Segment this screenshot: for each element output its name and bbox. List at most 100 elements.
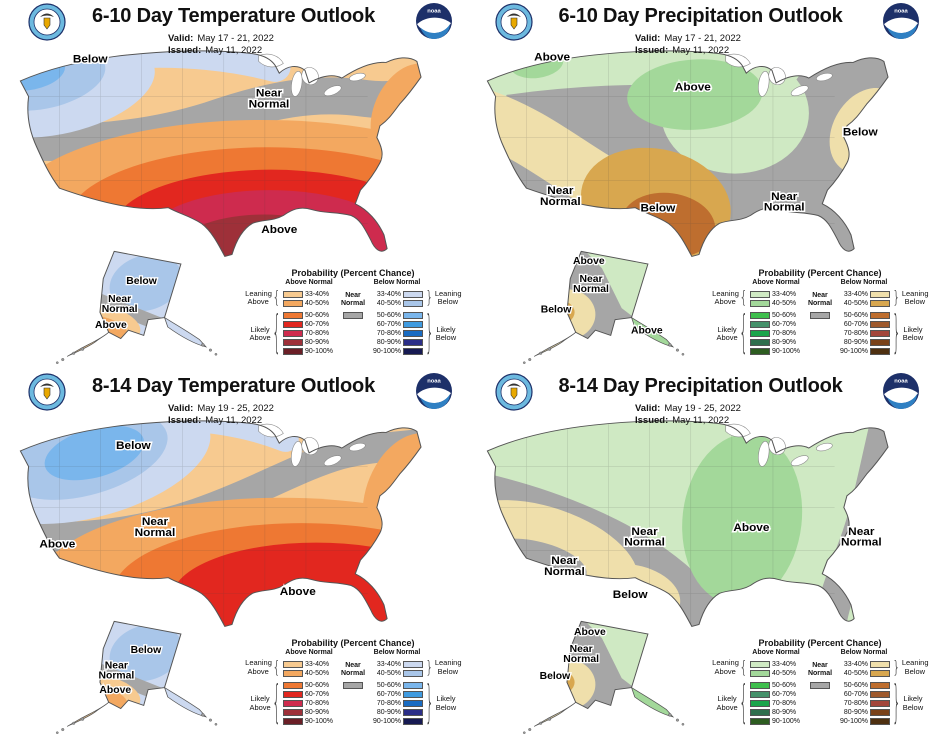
legend-swatch <box>283 291 303 298</box>
issued-label: Issued: <box>168 45 202 57</box>
legend-swatch <box>283 708 303 716</box>
legend-row: 90-100% <box>283 348 335 355</box>
legend-row: 33-40% <box>283 291 335 298</box>
legend-range-label: 33-40% <box>772 291 797 298</box>
valid-issued-dates: Valid: May 19 - 25, 2022 Issued: May 11, 20… <box>168 403 274 428</box>
legend-likely-above-label: Likely Above <box>249 324 271 342</box>
legend-title: Probability (Percent Chance) <box>758 637 882 648</box>
legend-range-label: 70-80% <box>843 699 868 707</box>
map-region-label: Near Normal <box>249 88 290 110</box>
legend-range-label: 90-100% <box>305 717 334 725</box>
legend-row: 60-70% <box>371 321 423 328</box>
legend-row: 50-60% <box>371 681 423 689</box>
legend-row: 60-70% <box>283 321 335 328</box>
legend-swatch <box>870 321 890 328</box>
legend-row: 50-60% <box>838 312 890 319</box>
legend-row: 33-40% <box>283 660 335 668</box>
legend-row: 80-90% <box>371 339 423 346</box>
valid-issued-dates: Valid: May 19 - 25, 2022 Issued: May 11, 20… <box>635 403 741 428</box>
legend-below-column: Below Normal 33-40% 40-50% 50-60% 60-70% 70-8… <box>371 279 423 358</box>
noaa-logo-text: noaa <box>894 9 908 15</box>
issued-label: Issued: <box>635 414 669 426</box>
legend-row: 40-50% <box>371 669 423 677</box>
legend-swatch <box>750 660 770 668</box>
legend-above-column: Above Normal 33-40% 40-50% 50-60% 60-70% 70-8… <box>283 649 335 728</box>
panel-title: 6-10 Day Temperature Outlook <box>91 5 375 27</box>
legend-swatch <box>403 312 423 319</box>
legend-swatch <box>750 669 770 677</box>
legend-swatch <box>750 690 770 698</box>
panel-title: 6-10 Day Precipitation Outlook <box>558 5 843 27</box>
legend-leaning-above-label: Leaning Above <box>245 658 272 676</box>
legend-above-header: Above Normal <box>285 279 333 286</box>
valid-dates: May 17 - 21, 2022 <box>197 33 274 44</box>
legend-row: 90-100% <box>838 348 890 355</box>
valid-label: Valid: <box>635 33 661 44</box>
legend-swatch <box>750 681 770 689</box>
legend-swatch <box>403 321 423 328</box>
dept-of-commerce-seal-icon <box>495 372 533 411</box>
legend-above-group-labels: Leaning Above{Likely Above{ <box>245 288 282 360</box>
noaa-logo-text: noaa <box>894 378 908 384</box>
legend-swatch <box>870 312 890 319</box>
map-region-label: Above <box>534 52 570 64</box>
legend-swatch <box>403 669 423 677</box>
valid-issued-dates: Valid: May 17 - 21, 2022 Issued: May 11, 20… <box>635 33 741 58</box>
legend-row: 50-60% <box>838 681 890 689</box>
legend-swatch <box>283 312 303 319</box>
legend-swatch <box>870 690 890 698</box>
legend-near-label: Near Normal <box>340 661 366 677</box>
legend-range-label: 60-70% <box>376 321 401 328</box>
brace-glyph: } <box>425 308 434 360</box>
noaa-logo-icon: noaa <box>416 372 452 409</box>
legend-near-normal: Near Normal <box>336 662 370 728</box>
legend-swatch <box>283 681 303 689</box>
legend-below-header: Below Normal <box>840 648 888 656</box>
legend-likely-above-label: Likely Above <box>716 694 738 712</box>
legend-range-label: 33-40% <box>843 291 868 298</box>
legend-row: 90-100% <box>838 717 890 725</box>
legend-swatch <box>870 717 890 725</box>
legend-leaning-above-label: Leaning Above <box>712 658 739 676</box>
legend-row: 33-40% <box>371 291 423 298</box>
legend-above-column: Above Normal 33-40% 40-50% 50-60% 60-70% 70-8… <box>750 649 802 728</box>
legend-swatch <box>403 660 423 668</box>
legend-leaning-above-label: Leaning Above <box>712 288 739 306</box>
legend-swatch <box>750 300 770 307</box>
map-region-label: Near Normal <box>135 516 176 538</box>
legend-swatch <box>403 300 423 307</box>
issued-date: May 11, 2022 <box>205 414 263 426</box>
legend-row: 40-50% <box>371 300 423 307</box>
legend-range-label: 80-90% <box>843 708 868 716</box>
legend-swatch <box>283 321 303 328</box>
noaa-logo-text: noaa <box>427 9 441 15</box>
dept-of-commerce-seal-icon <box>28 372 66 411</box>
legend-range-label: 70-80% <box>376 699 401 707</box>
map-region-label: Near Normal <box>102 294 138 315</box>
brace-glyph: { <box>272 308 281 360</box>
legend-swatch <box>403 717 423 725</box>
map-region-label: Below <box>613 589 648 601</box>
legend-likely-above-label: Likely Above <box>249 694 271 712</box>
map-region-label: Below <box>540 671 571 682</box>
legend-row: 60-70% <box>750 690 802 698</box>
legend-range-label: 60-70% <box>843 321 868 328</box>
legend-title: Probability (Percent Chance) <box>291 268 415 278</box>
legend-swatch <box>283 699 303 707</box>
legend-below-column: Below Normal 33-40% 40-50% 50-60% 60-70% 70-8… <box>838 649 890 728</box>
legend-below-group-labels: } Leaning Below} Likely Below <box>424 658 461 730</box>
legend-range-label: 60-70% <box>843 690 868 698</box>
legend-range-label: 80-90% <box>843 339 868 346</box>
legend-swatch <box>750 348 770 355</box>
map-region-label: Above <box>280 586 316 598</box>
legend-range-label: 50-60% <box>772 312 797 319</box>
legend-range-label: 70-80% <box>305 330 330 337</box>
legend-near-label: Near Normal <box>807 292 833 308</box>
legend-row: 50-60% <box>371 312 423 319</box>
outlook-panel-p610: 6-10 Day Precipitation Outlook noaa Valid:… <box>467 0 934 370</box>
legend-above-header: Above Normal <box>752 648 800 656</box>
legend-swatch <box>870 681 890 689</box>
legend-swatch <box>403 708 423 716</box>
brace-glyph: { <box>272 288 281 308</box>
